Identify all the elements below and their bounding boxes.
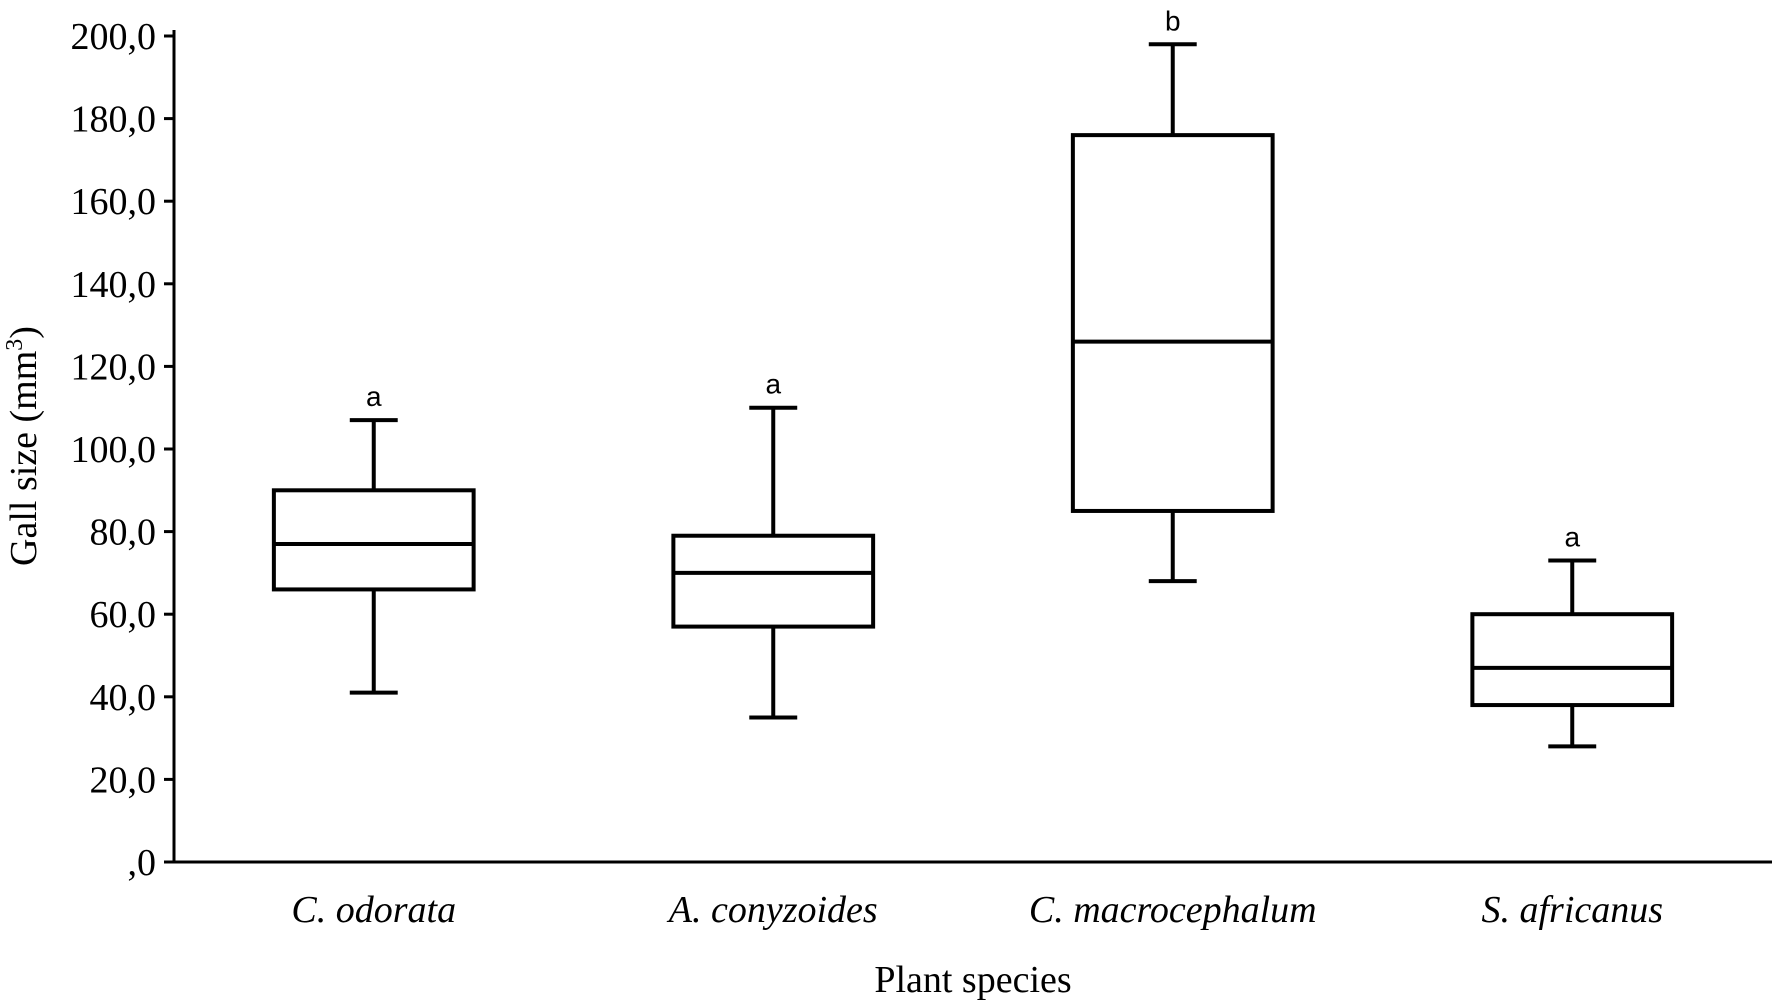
y-axis-title: Gall size (mm3) — [2, 326, 45, 566]
x-tick-label: C. odorata — [291, 889, 456, 931]
iqr-box — [1070, 133, 1275, 513]
y-axis-title-text: Gall size (mm — [3, 351, 45, 566]
y-tick-label: 100,0 — [71, 429, 157, 471]
box-group: a — [271, 381, 476, 695]
y-axis-title-superscript: 3 — [2, 339, 28, 351]
x-axis: C. odorata A. conyzoides C. macrocephalum S… — [174, 860, 1772, 931]
y-tick-label: ,0 — [128, 842, 157, 884]
x-axis-title: Plant species — [874, 959, 1071, 1001]
boxes: a a b a — [271, 5, 1675, 749]
iqr-box — [1470, 612, 1675, 708]
y-tick-label: 60,0 — [90, 594, 157, 636]
box-group: a — [671, 369, 876, 720]
y-tick-label: 180,0 — [71, 99, 157, 141]
iqr-box — [271, 488, 476, 592]
x-tick-label: C. macrocephalum — [1029, 889, 1317, 931]
y-axis-title-suffix: ) — [3, 326, 45, 339]
iqr-box — [671, 533, 876, 629]
significance-letter: a — [1564, 522, 1580, 553]
y-tick-label: 200,0 — [71, 16, 157, 58]
y-tick-label: 40,0 — [90, 677, 157, 719]
box-group: a — [1470, 522, 1675, 749]
y-ticks: ,0 20,0 40,0 60,0 80,0 100,0 120,0 140,0 160,0 18… — [71, 16, 174, 884]
x-tick-label: A. conyzoides — [666, 889, 878, 931]
significance-letter: a — [765, 369, 781, 400]
y-axis: ,0 20,0 40,0 60,0 80,0 100,0 120,0 140,0 160,0 18… — [71, 16, 176, 884]
y-tick-label: 140,0 — [71, 264, 157, 306]
significance-letter: a — [366, 381, 382, 412]
significance-letter: b — [1165, 5, 1181, 36]
y-tick-label: 120,0 — [71, 346, 157, 388]
box-group: b — [1070, 5, 1275, 584]
x-tick-labels: C. odorata A. conyzoides C. macrocephalum S… — [291, 889, 1663, 931]
y-tick-label: 20,0 — [90, 759, 157, 801]
x-tick-label: S. africanus — [1481, 889, 1663, 931]
y-tick-label: 80,0 — [90, 512, 157, 554]
y-tick-label: 160,0 — [71, 181, 157, 223]
